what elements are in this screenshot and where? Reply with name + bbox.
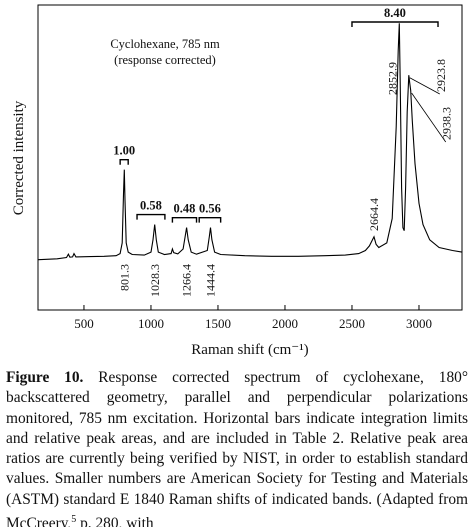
integration-label: 8.40	[384, 6, 406, 20]
x-tick-label: 500	[74, 316, 94, 331]
peak-label: 1028.3	[148, 264, 162, 297]
leader-line	[411, 92, 447, 143]
x-axis-label: Raman shift (cm⁻¹)	[191, 342, 308, 358]
leader-line	[409, 77, 440, 95]
integration-label: 0.58	[140, 199, 162, 213]
x-tick-label: 2500	[339, 316, 365, 331]
figure-caption: Figure 10. Response corrected spectrum o…	[6, 368, 468, 527]
annotation: Cyclohexane, 785 nm	[110, 37, 220, 51]
peak-label: 1444.4	[204, 264, 218, 297]
plot-frame	[37, 4, 463, 311]
y-axis-label: Corrected intensity	[11, 100, 27, 215]
caption-label: Figure 10.	[6, 369, 84, 386]
integration-bar	[198, 216, 222, 223]
integration-label: 1.00	[113, 144, 135, 158]
x-tick-label: 2000	[272, 316, 298, 331]
caption-text: Response corrected spectrum of cyclohexa…	[6, 369, 468, 527]
integration-bar	[171, 216, 198, 223]
integration-bar	[136, 213, 166, 220]
x-tick-label: 1000	[138, 316, 164, 331]
caption-sup: 5	[71, 514, 77, 526]
x-tick-label: 3000	[406, 316, 432, 331]
spectrum-line	[38, 23, 462, 261]
integration-label: 0.48	[174, 202, 196, 216]
annotation: (response corrected)	[114, 53, 216, 67]
integration-bar	[351, 21, 439, 27]
x-tick-label: 1500	[205, 316, 231, 331]
peak-label: 801.3	[117, 264, 131, 291]
peak-label: 2923.8	[434, 59, 448, 92]
integration-label: 0.56	[199, 202, 221, 216]
peak-label: 2664.4	[367, 198, 381, 231]
caption-text: p. 280, with	[76, 515, 154, 527]
peak-label: 2938.3	[440, 107, 454, 140]
peak-label: 1266.4	[180, 264, 194, 297]
peak-label: 2852.9	[385, 62, 399, 95]
chart: Cyclohexane, 785 nm (response corrected)…	[11, 4, 463, 358]
integration-bar	[119, 159, 129, 165]
